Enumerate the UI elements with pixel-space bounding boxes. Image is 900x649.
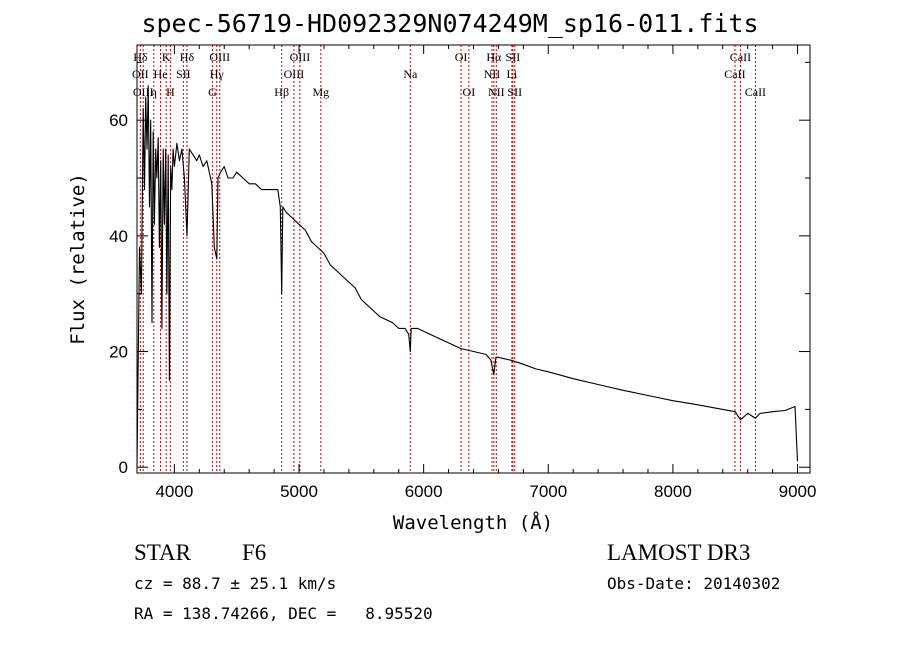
x-tick-label: 4000	[155, 482, 193, 501]
subclass-label: F6	[242, 540, 267, 565]
spectrum-series-line	[136, 84, 799, 468]
line-marker-label: CaII	[724, 67, 745, 81]
line-marker-label: OI	[455, 50, 468, 64]
line-marker-label: OIII	[284, 67, 305, 81]
line-marker-label: OIII	[290, 50, 311, 64]
obs-date: Obs-Date: 20140302	[607, 574, 781, 593]
axes: 4000 5000 6000 7000 8000 9000 0 20 40 60	[109, 45, 816, 501]
chart-title: spec-56719-HD092329N074249M_sp16-011.fit…	[141, 9, 759, 38]
line-marker-label: He	[154, 67, 168, 81]
cz-value: cz = 88.7 ± 25.1 km/s	[134, 574, 337, 593]
line-marker-label: η	[151, 85, 157, 99]
line-marker-label: OII	[132, 67, 149, 81]
y-tick-label: 60	[109, 111, 128, 130]
line-marker-label: CaII	[730, 50, 751, 64]
line-marker-label: Hδ	[180, 50, 195, 64]
line-marker-label: OIII	[209, 50, 230, 64]
x-tick-label: 6000	[405, 482, 443, 501]
x-tick-label: 5000	[280, 482, 318, 501]
line-marker-label: Hβ	[274, 85, 289, 99]
line-marker-lines	[139, 45, 756, 473]
line-marker-label: CaII	[745, 85, 766, 99]
x-tick-label: 9000	[779, 482, 817, 501]
line-marker-label: SII	[176, 67, 191, 81]
y-tick-label: 20	[109, 343, 128, 362]
line-marker-label: Mg	[312, 85, 329, 99]
class-label: STAR	[134, 540, 191, 565]
line-marker-label: NII	[488, 85, 505, 99]
line-marker-label: Hγ	[210, 67, 225, 81]
x-tick-label: 7000	[529, 482, 567, 501]
plot-frame	[136, 44, 811, 474]
line-marker-label: Hα	[486, 50, 502, 64]
line-marker-label: Li	[507, 67, 518, 81]
survey-label: LAMOST DR3	[607, 540, 751, 565]
ra-dec: RA = 138.74266, DEC = 8.95520	[134, 604, 433, 623]
x-axis-label: Wavelength (Å)	[393, 511, 553, 534]
line-marker-label: G	[208, 85, 217, 99]
y-axis-label: Flux (relative)	[67, 173, 89, 345]
y-tick-label: 40	[109, 227, 128, 246]
line-marker-label: OI	[463, 85, 476, 99]
line-marker-label: H	[166, 85, 175, 99]
line-marker-label: SII	[507, 85, 522, 99]
line-marker-label: Na	[403, 67, 418, 81]
y-tick-label: 0	[119, 458, 128, 477]
line-marker-label: SII	[506, 50, 521, 64]
line-marker-label: K	[162, 50, 171, 64]
x-tick-label: 8000	[654, 482, 692, 501]
line-marker-label: NII	[484, 67, 501, 81]
